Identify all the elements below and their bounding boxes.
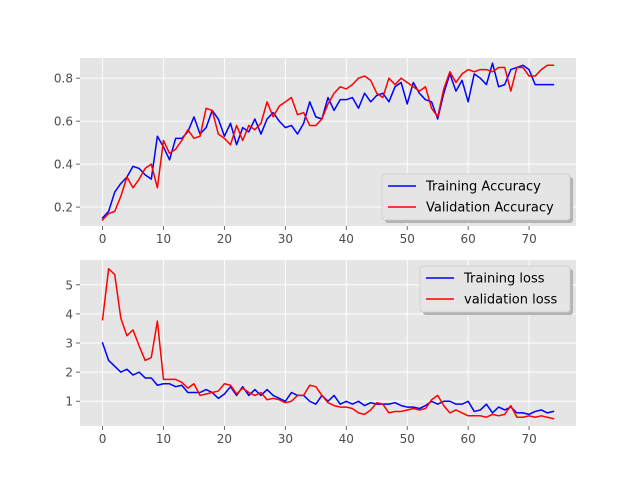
y-tick-label: 0.4 (54, 158, 73, 172)
x-tick-label: 70 (521, 232, 536, 246)
legend-label: validation loss (464, 293, 557, 308)
x-tick-label: 60 (461, 432, 476, 446)
y-tick-label: 0.6 (54, 115, 73, 129)
x-tick-label: 40 (339, 432, 354, 446)
loss-chart: 0 10 20 30 40 50 60 70 1 2 3 4 5 Training loss validat… (65, 260, 576, 446)
y-tick-label: 4 (65, 307, 73, 321)
x-tick-label: 60 (461, 232, 476, 246)
x-tick-label: 50 (400, 432, 415, 446)
x-tick-label: 70 (521, 432, 536, 446)
legend (381, 173, 571, 221)
y-tick-label: 0.8 (54, 72, 73, 86)
x-tick-label: 10 (156, 432, 171, 446)
x-tick-label: 40 (339, 232, 354, 246)
y-tick-label: 3 (65, 337, 73, 351)
series-line-0 (101, 342, 555, 416)
x-tick-label: 20 (217, 432, 232, 446)
x-tick-label: 10 (156, 232, 171, 246)
x-tick-label: 20 (217, 232, 232, 246)
y-tick-label: 1 (65, 395, 73, 409)
series-line-0 (101, 62, 555, 219)
x-tick-label: 0 (99, 232, 107, 246)
accuracy-chart: 0 10 20 30 40 50 60 70 0.2 0.4 0.6 0.8 Training Accu… (54, 58, 576, 246)
x-tick-label: 0 (99, 432, 107, 446)
y-tick-label: 0.2 (54, 201, 73, 215)
series-line-1 (101, 267, 555, 420)
series-line-1 (101, 64, 555, 222)
legend-label: Training loss (463, 272, 545, 287)
legend-label: Training Accuracy (425, 180, 541, 195)
y-tick-label: 5 (65, 278, 73, 292)
legend-label: Validation Accuracy (426, 201, 554, 216)
x-tick-label: 50 (400, 232, 415, 246)
x-tick-label: 30 (278, 232, 293, 246)
x-tick-label: 30 (278, 432, 293, 446)
legend (419, 265, 571, 313)
y-tick-label: 2 (65, 366, 73, 380)
